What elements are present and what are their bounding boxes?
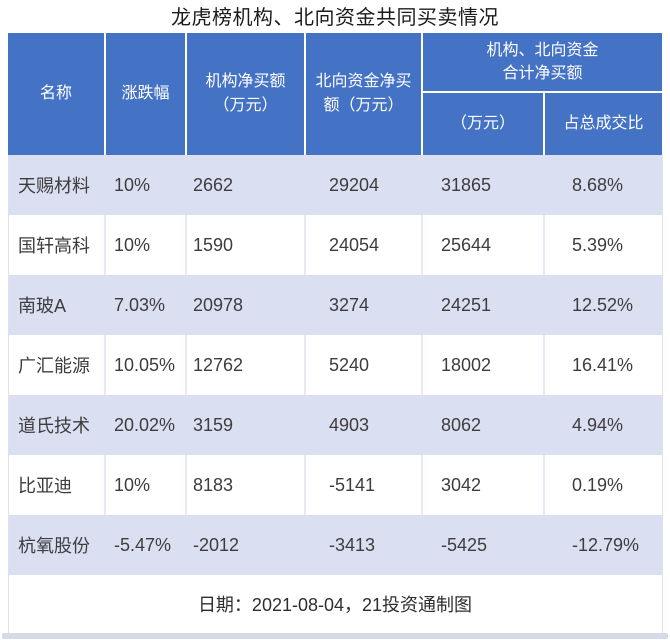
header-label: 占总成交比 [563, 115, 644, 132]
header-cell-combined-ratio: 占总成交比 [545, 93, 662, 155]
cell-ratio: 0.19% [572, 474, 624, 495]
table-row: 国轩高科 10% 1590 24054 25644 5.39% [8, 215, 662, 275]
header-label: 涨跌幅 [121, 85, 170, 102]
header-group-combined: 机构、北向资金 合计净买额 （万元） 占总成交比 [423, 33, 662, 155]
cell-ratio: 4.94% [572, 414, 624, 435]
cell-change: 20.02% [114, 414, 176, 435]
table-footer: 日期：2021-08-04，21投资通制图 [8, 575, 662, 633]
cell-change: -5.47% [114, 534, 172, 555]
header-label: 名称 [39, 85, 72, 102]
table-row: 比亚迪 10% 8183 -5141 3042 0.19% [8, 455, 662, 515]
cell-name: 天赐材料 [18, 176, 90, 196]
cell-total: 31865 [441, 174, 492, 195]
cell-inst: 3159 [193, 414, 234, 435]
cell-total: 24251 [441, 294, 492, 315]
header-label-line1: 北向资金净买 [315, 73, 412, 90]
cell-north: 4903 [329, 414, 370, 435]
cell-inst: 12762 [187, 335, 306, 395]
cell-inst: -2012 [193, 534, 240, 555]
cell-inst: 2662 [193, 174, 234, 195]
cell-inst: 20978 [193, 294, 244, 315]
cell-change: 10.05% [106, 335, 187, 395]
header-label-line2: （万元） [213, 97, 278, 114]
cell-inst: 8183 [187, 455, 306, 515]
cell-north: 24054 [306, 215, 423, 275]
cell-change: 10% [106, 215, 187, 275]
table-row: 南玻A 7.03% 20978 3274 24251 12.52% [8, 275, 662, 335]
cell-north: -3413 [329, 534, 376, 555]
cell-total: -5425 [441, 534, 488, 555]
header-label-line1: 机构净买额 [205, 73, 286, 90]
cell-ratio: -12.79% [572, 534, 640, 555]
header-cell-north-net-buy: 北向资金净买 额（万元） [306, 33, 423, 155]
table-row: 道氏技术 20.02% 3159 4903 8062 4.94% [8, 395, 662, 455]
page-title: 龙虎榜机构、北向资金共同买卖情况 [171, 7, 499, 29]
cell-name: 道氏技术 [18, 416, 90, 436]
header-cell-combined-amount: （万元） [423, 93, 545, 155]
cell-inst: 1590 [187, 215, 306, 275]
table-header: 名称 涨跌幅 机构净买额 （万元） 北向资金净买 额（万元） 机构、北向资金 合… [8, 33, 662, 155]
cell-north: 29204 [329, 174, 380, 195]
cell-north: -5141 [306, 455, 423, 515]
cell-change: 10% [114, 174, 151, 195]
cell-total: 8062 [441, 414, 482, 435]
cell-north: 3274 [329, 294, 370, 315]
cell-total: 25644 [423, 215, 545, 275]
header-label: （万元） [450, 115, 515, 132]
cell-name: 南玻A [18, 296, 67, 316]
cell-total: 18002 [423, 335, 545, 395]
cell-change: 10% [106, 455, 187, 515]
table-row: 天赐材料 10% 2662 29204 31865 8.68% [8, 155, 662, 215]
cell-name: 广汇能源 [8, 335, 106, 395]
header-subrow: （万元） 占总成交比 [423, 93, 662, 155]
cell-name: 国轩高科 [8, 215, 106, 275]
table-body: 天赐材料 10% 2662 29204 31865 8.68% 国轩高科 10%… [8, 155, 663, 634]
cell-ratio: 5.39% [572, 234, 624, 255]
cell-change: 7.03% [114, 294, 166, 315]
header-label-line2: 额（万元） [323, 97, 404, 114]
footer-date-credit: 日期：2021-08-04，21投资通制图 [197, 595, 473, 615]
data-table: 名称 涨跌幅 机构净买额 （万元） 北向资金净买 额（万元） 机构、北向资金 合… [8, 33, 663, 634]
cell-ratio: 12.52% [572, 294, 634, 315]
header-cell-name: 名称 [8, 33, 106, 155]
header-cell-change: 涨跌幅 [106, 33, 187, 155]
header-cell-combined: 机构、北向资金 合计净买额 [423, 33, 662, 93]
table-row: 杭氧股份 -5.47% -2012 -3413 -5425 -12.79% [8, 515, 662, 575]
header-cell-inst-net-buy: 机构净买额 （万元） [187, 33, 306, 155]
table-row: 广汇能源 10.05% 12762 5240 18002 16.41% [8, 335, 662, 395]
bottom-strip [2, 633, 668, 639]
cell-name: 比亚迪 [8, 455, 106, 515]
cell-north: 5240 [306, 335, 423, 395]
cell-ratio: 16.41% [572, 354, 634, 375]
cell-total: 3042 [423, 455, 545, 515]
cell-name: 杭氧股份 [18, 536, 90, 556]
header-label-line1: 机构、北向资金 [486, 42, 599, 59]
header-label-line2: 合计净买额 [502, 65, 583, 82]
cell-ratio: 8.68% [572, 174, 624, 195]
